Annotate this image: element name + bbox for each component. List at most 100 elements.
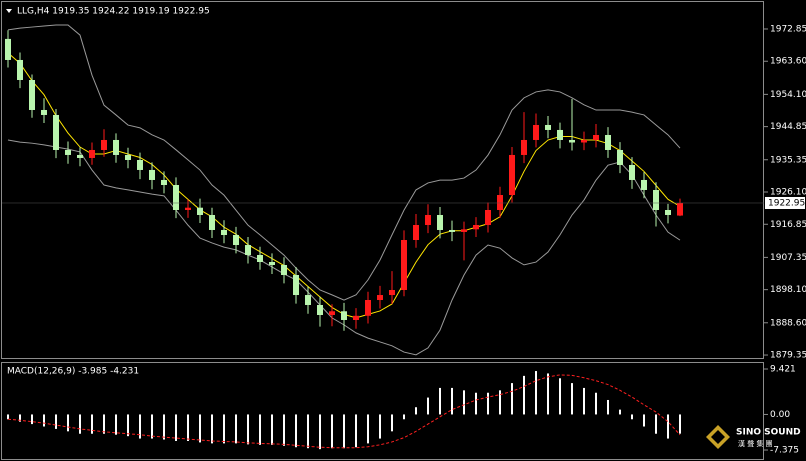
macd-bar <box>19 414 21 422</box>
candle-body <box>149 169 155 180</box>
candle-body <box>221 229 227 236</box>
macd-bar <box>55 414 57 429</box>
y-tick-label: 1907.35 <box>770 253 806 263</box>
candle-body <box>209 214 215 230</box>
macd-bar <box>487 392 489 415</box>
candle-body <box>137 159 143 170</box>
candle-body <box>245 245 251 255</box>
macd-bar <box>547 373 549 415</box>
y-tick-label: -7.375 <box>770 446 799 456</box>
macd-bar <box>271 414 273 445</box>
macd-bar <box>475 392 477 415</box>
candle-body <box>497 195 503 211</box>
candle-body <box>365 300 371 316</box>
macd-bar <box>187 414 189 441</box>
candle-body <box>281 264 287 276</box>
candle-body <box>5 38 11 60</box>
candle-body <box>53 114 59 150</box>
chart-title: LLG,H4 1919.35 1924.22 1919.19 1922.95 <box>17 7 210 17</box>
signal-line <box>7 374 681 449</box>
candle-body <box>161 179 167 185</box>
candle-body <box>509 154 515 196</box>
candle-body <box>641 179 647 190</box>
y-tick-label: 1879.35 <box>770 351 806 361</box>
candle-body <box>629 164 635 180</box>
candle-body <box>569 139 575 143</box>
macd-bar <box>511 383 513 415</box>
macd-bar <box>67 414 69 432</box>
macd-bar <box>235 414 237 444</box>
candle-body <box>605 134 611 150</box>
candle-body <box>317 304 323 316</box>
candle-body <box>233 235 239 246</box>
macd-bar <box>259 414 261 445</box>
macd-bar <box>163 414 165 440</box>
macd-bar <box>355 414 357 448</box>
macd-bar <box>7 414 9 420</box>
macd-bar <box>307 414 309 449</box>
logo-mark-inner <box>711 430 725 444</box>
macd-bar <box>403 414 405 420</box>
menu-arrow <box>6 9 12 13</box>
macd-bar <box>439 387 441 415</box>
macd-bar <box>523 375 525 415</box>
macd-title: MACD(12,26,9) -3.985 -4.231 <box>7 367 139 377</box>
y-tick-label: 9.421 <box>770 365 796 375</box>
macd-bar <box>571 383 573 415</box>
candle-body <box>377 295 383 301</box>
candle-body <box>581 139 587 143</box>
candle-body <box>473 224 479 230</box>
y-tick-label: 1954.10 <box>770 90 806 100</box>
macd-bar <box>559 378 561 415</box>
macd-bar <box>283 414 285 446</box>
y-tick-label: 1972.85 <box>770 24 806 34</box>
main-panel <box>1 1 764 359</box>
candle-body <box>329 311 335 316</box>
candle-body <box>29 79 35 110</box>
macd-bar <box>379 414 381 439</box>
y-tick-label: 1944.85 <box>770 122 806 132</box>
macd-bar <box>331 414 333 449</box>
y-tick-label: 1888.60 <box>770 318 806 328</box>
candle-body <box>341 311 347 320</box>
macd-bar <box>463 390 465 415</box>
macd-bar <box>223 414 225 444</box>
macd-bar <box>415 407 417 415</box>
candle-body <box>437 214 443 230</box>
candle-body <box>17 59 23 80</box>
candle-body <box>77 154 83 158</box>
candle-body <box>197 207 203 215</box>
macd-bar <box>655 414 657 434</box>
macd-bar <box>151 414 153 439</box>
candle-body <box>533 124 539 140</box>
macd-bar <box>295 414 297 448</box>
macd-bar <box>391 414 393 432</box>
candle-body <box>113 139 119 155</box>
macd-bar <box>127 414 129 437</box>
macd-panel <box>1 362 764 460</box>
macd-bar <box>619 409 621 415</box>
logo: SINO SOUND 漢 聲 集 團 <box>706 425 801 449</box>
macd-bar <box>115 414 117 435</box>
candle-body <box>101 139 107 150</box>
macd-bar <box>319 414 321 450</box>
y-tick-label: 1926.10 <box>770 188 806 198</box>
candle-body <box>401 239 407 290</box>
macd-bar <box>583 387 585 415</box>
candle-body <box>545 124 551 130</box>
candle-body <box>665 210 671 215</box>
candle-body <box>677 202 683 216</box>
candle-body <box>653 189 659 211</box>
macd-bar <box>667 414 669 439</box>
macd-bar <box>679 414 681 434</box>
macd-bar <box>607 399 609 415</box>
candle-body <box>125 154 131 160</box>
candle-body <box>389 289 395 296</box>
candle-body <box>89 149 95 158</box>
macd-bar <box>91 414 93 434</box>
logo-name: SINO SOUND <box>736 428 801 438</box>
candle-body <box>425 214 431 225</box>
candle-body <box>485 210 491 225</box>
y-tick-label: 1935.35 <box>770 155 806 165</box>
